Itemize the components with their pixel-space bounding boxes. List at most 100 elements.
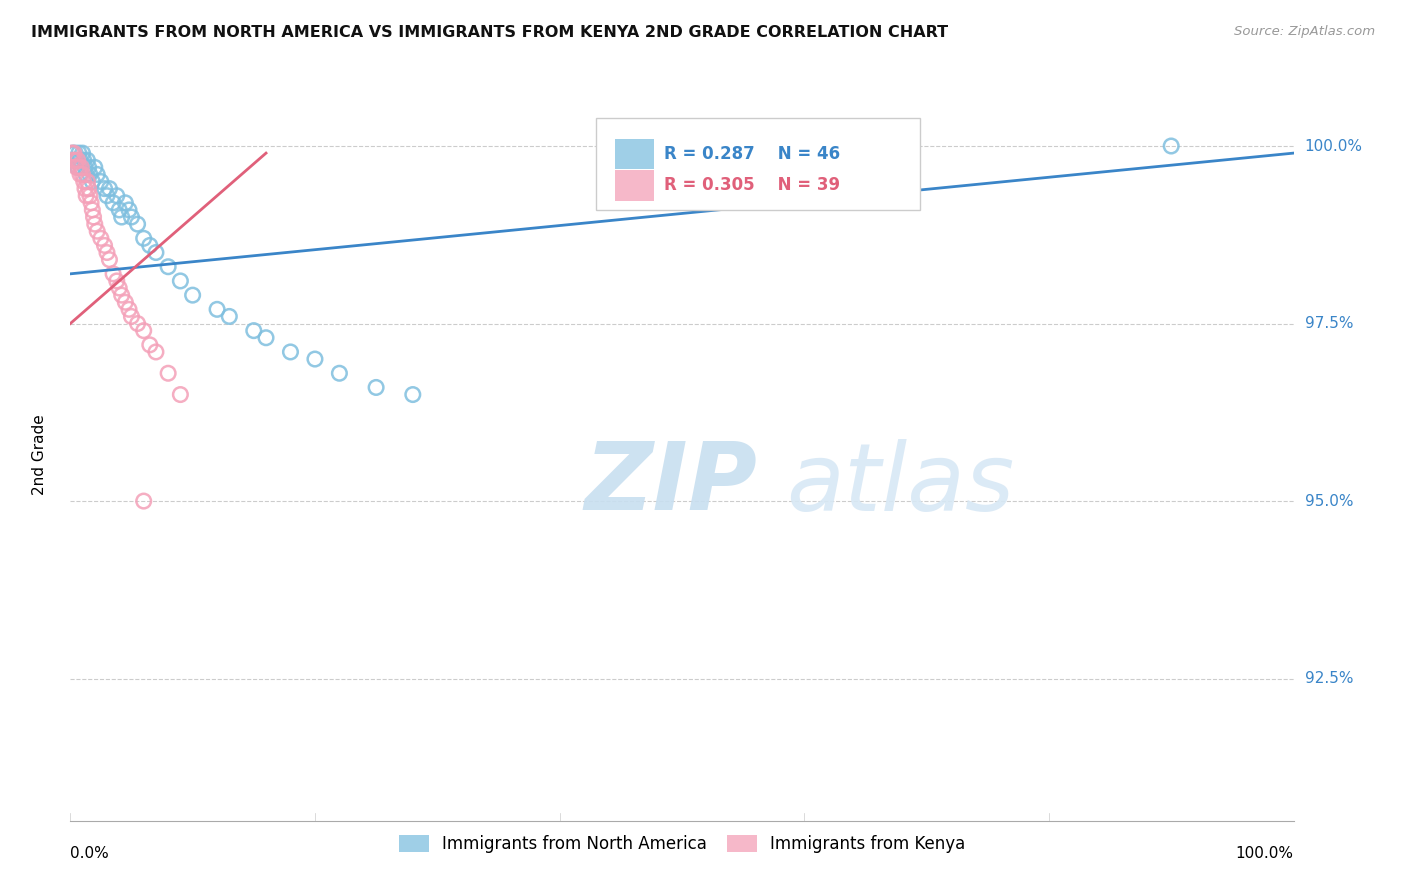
Point bbox=[69, 168, 91, 182]
Text: R = 0.287    N = 46: R = 0.287 N = 46 bbox=[664, 145, 839, 163]
Point bbox=[145, 345, 167, 359]
Point bbox=[118, 202, 141, 217]
Text: 97.5%: 97.5% bbox=[1305, 316, 1353, 331]
Point bbox=[73, 153, 96, 168]
FancyBboxPatch shape bbox=[596, 119, 921, 210]
Point bbox=[66, 153, 89, 168]
Text: ZIP: ZIP bbox=[583, 438, 756, 530]
Point bbox=[101, 267, 124, 281]
Point bbox=[82, 174, 104, 188]
Point bbox=[169, 274, 191, 288]
Point bbox=[114, 295, 136, 310]
Point bbox=[93, 181, 115, 195]
Point bbox=[96, 245, 118, 260]
Text: IMMIGRANTS FROM NORTH AMERICA VS IMMIGRANTS FROM KENYA 2ND GRADE CORRELATION CHA: IMMIGRANTS FROM NORTH AMERICA VS IMMIGRA… bbox=[31, 25, 948, 40]
Point bbox=[83, 161, 105, 175]
Point bbox=[127, 217, 149, 231]
Point bbox=[328, 366, 350, 380]
Point bbox=[105, 188, 128, 202]
Point bbox=[139, 338, 162, 352]
Point bbox=[63, 153, 86, 168]
Point bbox=[121, 210, 143, 224]
Point bbox=[118, 302, 141, 317]
Point bbox=[93, 238, 115, 252]
Point bbox=[98, 181, 121, 195]
Point bbox=[66, 161, 89, 175]
Point bbox=[114, 195, 136, 210]
Point bbox=[86, 168, 108, 182]
Point bbox=[1160, 139, 1182, 153]
Point bbox=[83, 210, 105, 224]
Point bbox=[65, 153, 87, 168]
Point bbox=[63, 146, 86, 161]
Point bbox=[402, 387, 425, 401]
Point bbox=[139, 238, 162, 252]
Point bbox=[77, 161, 100, 175]
Point bbox=[76, 174, 98, 188]
Point bbox=[72, 168, 94, 182]
Point bbox=[72, 146, 94, 161]
Point bbox=[63, 153, 86, 168]
Point bbox=[132, 494, 155, 508]
Point bbox=[76, 153, 98, 168]
Point bbox=[86, 224, 108, 238]
Point bbox=[132, 324, 155, 338]
Text: 100.0%: 100.0% bbox=[1236, 846, 1294, 861]
Point bbox=[69, 153, 91, 168]
Text: atlas: atlas bbox=[786, 439, 1014, 530]
Point bbox=[73, 174, 96, 188]
Point bbox=[101, 195, 124, 210]
Text: 100.0%: 100.0% bbox=[1305, 138, 1362, 153]
Point bbox=[304, 352, 326, 367]
Point bbox=[90, 231, 112, 245]
Point bbox=[62, 146, 84, 161]
Point bbox=[62, 153, 84, 168]
Point bbox=[90, 174, 112, 188]
Point bbox=[169, 387, 191, 401]
Point bbox=[205, 302, 228, 317]
Point bbox=[111, 210, 134, 224]
Point bbox=[96, 188, 118, 202]
Point bbox=[121, 310, 143, 324]
Point bbox=[65, 161, 87, 175]
Point bbox=[77, 181, 100, 195]
Point bbox=[75, 168, 97, 182]
Point bbox=[254, 331, 277, 345]
Point bbox=[111, 288, 134, 302]
Point bbox=[127, 317, 149, 331]
Point bbox=[243, 324, 266, 338]
Point bbox=[82, 202, 104, 217]
Point bbox=[280, 345, 302, 359]
Point bbox=[70, 161, 93, 175]
Point bbox=[145, 245, 167, 260]
Point bbox=[132, 231, 155, 245]
Point bbox=[67, 146, 90, 161]
Point bbox=[80, 195, 103, 210]
Bar bbox=[614, 169, 654, 201]
Point bbox=[60, 146, 83, 161]
Point bbox=[181, 288, 204, 302]
Point bbox=[366, 380, 388, 394]
Text: R = 0.305    N = 39: R = 0.305 N = 39 bbox=[664, 177, 839, 194]
Point bbox=[75, 188, 97, 202]
Point bbox=[73, 181, 96, 195]
Text: Source: ZipAtlas.com: Source: ZipAtlas.com bbox=[1234, 25, 1375, 38]
Point bbox=[157, 366, 180, 380]
Point bbox=[108, 202, 131, 217]
Text: 92.5%: 92.5% bbox=[1305, 671, 1353, 686]
Point bbox=[105, 274, 128, 288]
Point bbox=[79, 168, 101, 182]
Point bbox=[73, 161, 96, 175]
Text: 0.0%: 0.0% bbox=[70, 846, 110, 861]
Text: 2nd Grade: 2nd Grade bbox=[32, 415, 48, 495]
Point bbox=[218, 310, 240, 324]
Point bbox=[79, 188, 101, 202]
Point bbox=[70, 161, 93, 175]
Legend: Immigrants from North America, Immigrants from Kenya: Immigrants from North America, Immigrant… bbox=[392, 829, 972, 860]
Point bbox=[83, 217, 105, 231]
Text: 95.0%: 95.0% bbox=[1305, 493, 1353, 508]
Point bbox=[98, 252, 121, 267]
Point bbox=[157, 260, 180, 274]
Bar bbox=[614, 139, 654, 169]
Point bbox=[63, 146, 86, 161]
